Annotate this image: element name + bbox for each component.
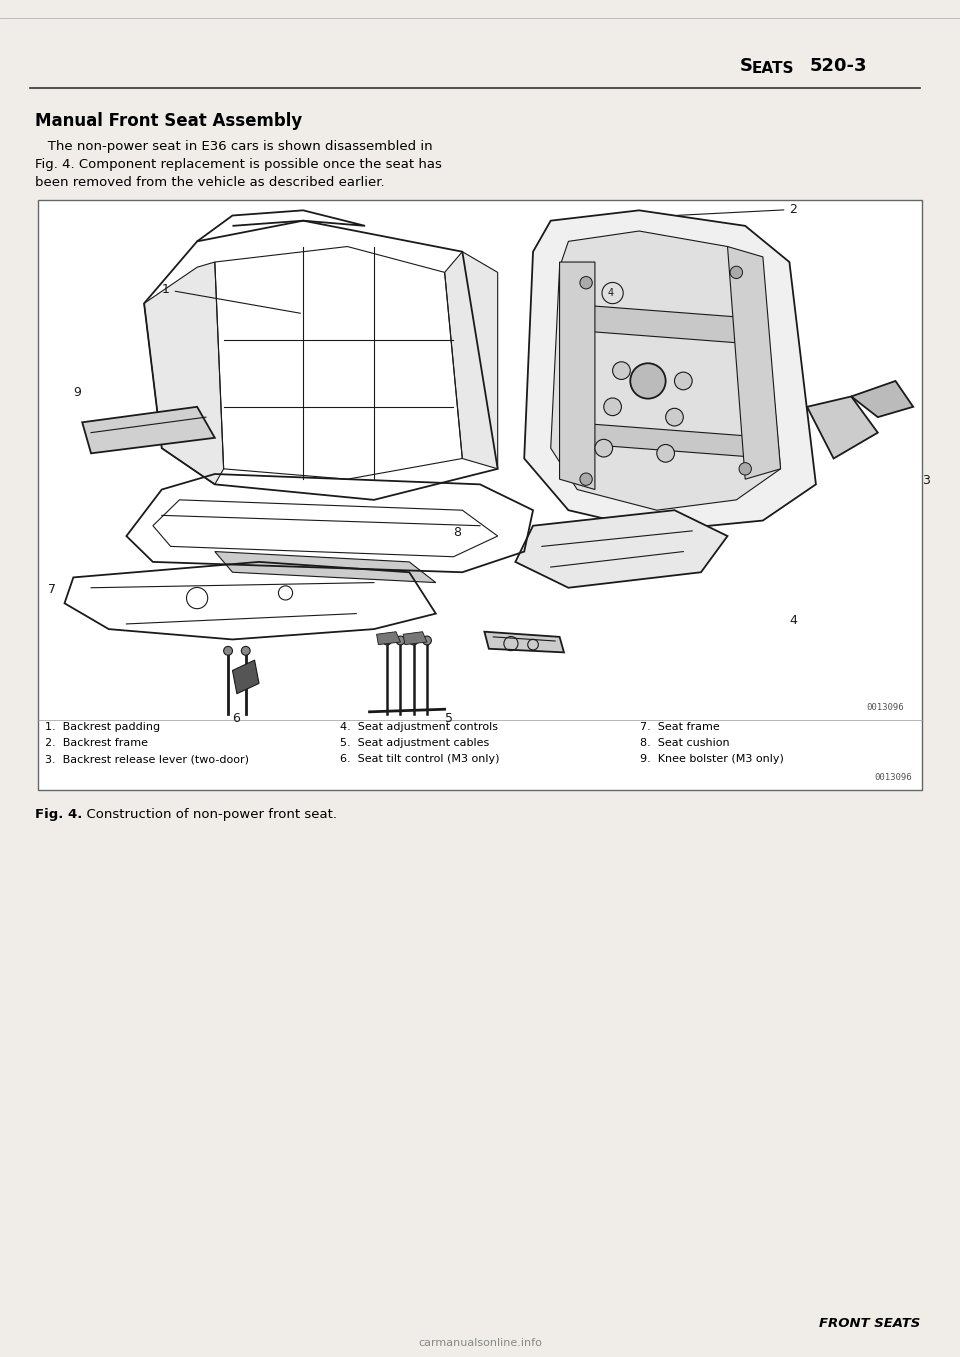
Text: 1.  Backrest padding: 1. Backrest padding xyxy=(45,722,160,731)
Polygon shape xyxy=(852,381,913,417)
Circle shape xyxy=(383,636,392,645)
Circle shape xyxy=(675,372,692,389)
Text: 9.  Knee bolster (M3 only): 9. Knee bolster (M3 only) xyxy=(640,754,784,764)
Polygon shape xyxy=(560,262,595,490)
Text: 5: 5 xyxy=(444,712,453,725)
Text: 8: 8 xyxy=(453,527,462,539)
Text: 0013096: 0013096 xyxy=(875,773,912,782)
Text: Construction of non-power front seat.: Construction of non-power front seat. xyxy=(78,807,337,821)
Text: 1: 1 xyxy=(161,284,300,313)
Text: 6.  Seat tilt control (M3 only): 6. Seat tilt control (M3 only) xyxy=(340,754,499,764)
Text: 6: 6 xyxy=(232,712,240,725)
Circle shape xyxy=(224,646,232,655)
Text: EATS: EATS xyxy=(752,61,795,76)
Polygon shape xyxy=(560,304,763,345)
Circle shape xyxy=(739,463,752,475)
Text: 4: 4 xyxy=(608,288,613,299)
Polygon shape xyxy=(376,632,400,645)
Bar xyxy=(38,199,922,790)
Polygon shape xyxy=(728,247,780,479)
Circle shape xyxy=(612,362,631,380)
Polygon shape xyxy=(215,551,436,582)
Text: S: S xyxy=(740,57,753,75)
Text: 5.  Seat adjustment cables: 5. Seat adjustment cables xyxy=(340,738,490,748)
Polygon shape xyxy=(403,632,427,645)
Polygon shape xyxy=(524,210,816,531)
Circle shape xyxy=(422,636,431,645)
Text: FRONT SEATS: FRONT SEATS xyxy=(819,1318,920,1330)
Polygon shape xyxy=(144,262,224,484)
Text: 520-3: 520-3 xyxy=(810,57,868,75)
Circle shape xyxy=(580,474,592,486)
Circle shape xyxy=(604,398,621,415)
Text: 4.  Seat adjustment controls: 4. Seat adjustment controls xyxy=(340,722,498,731)
Circle shape xyxy=(409,636,419,645)
Text: 7.  Seat frame: 7. Seat frame xyxy=(640,722,720,731)
Text: been removed from the vehicle as described earlier.: been removed from the vehicle as describ… xyxy=(35,176,385,189)
Polygon shape xyxy=(568,422,772,459)
Text: Fig. 4.: Fig. 4. xyxy=(35,807,83,821)
Polygon shape xyxy=(232,660,259,693)
Polygon shape xyxy=(551,231,780,510)
Text: 8.  Seat cushion: 8. Seat cushion xyxy=(640,738,730,748)
Text: Fig. 4. Component replacement is possible once the seat has: Fig. 4. Component replacement is possibl… xyxy=(35,157,442,171)
Circle shape xyxy=(657,445,675,463)
Polygon shape xyxy=(516,510,728,588)
Text: 9: 9 xyxy=(73,387,82,399)
Polygon shape xyxy=(444,251,497,468)
Circle shape xyxy=(665,408,684,426)
Circle shape xyxy=(580,277,592,289)
Text: Manual Front Seat Assembly: Manual Front Seat Assembly xyxy=(35,113,302,130)
Circle shape xyxy=(595,440,612,457)
Polygon shape xyxy=(83,407,215,453)
Text: 0013096: 0013096 xyxy=(867,703,904,712)
Text: The non-power seat in E36 cars is shown disassembled in: The non-power seat in E36 cars is shown … xyxy=(35,140,433,153)
Text: 3: 3 xyxy=(922,475,930,487)
Circle shape xyxy=(241,646,251,655)
Text: 7: 7 xyxy=(48,584,56,596)
Text: 2.  Backrest frame: 2. Backrest frame xyxy=(45,738,148,748)
Circle shape xyxy=(631,364,665,399)
Circle shape xyxy=(396,636,405,645)
Polygon shape xyxy=(807,396,877,459)
Polygon shape xyxy=(485,632,564,653)
Text: carmanualsonline.info: carmanualsonline.info xyxy=(418,1338,542,1348)
Text: 4: 4 xyxy=(789,613,797,627)
Circle shape xyxy=(731,266,742,278)
Text: 3.  Backrest release lever (two-door): 3. Backrest release lever (two-door) xyxy=(45,754,249,764)
Text: 2: 2 xyxy=(677,204,797,216)
